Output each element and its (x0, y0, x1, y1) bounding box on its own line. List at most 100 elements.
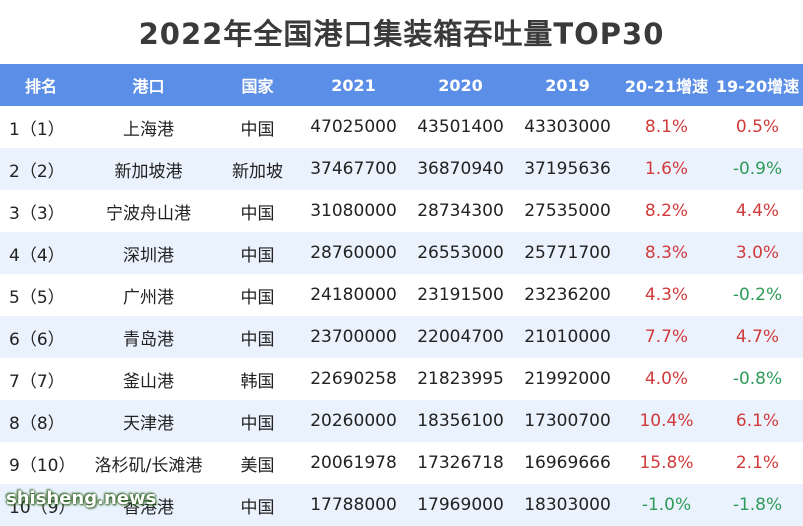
throughput-2019-cell: 43303000 (514, 106, 621, 148)
growth-19-20-cell: 6.1% (712, 400, 803, 442)
table-row: 4（4） 深圳港 中国 28760000 26553000 25771700 8.3% 3.0… (0, 232, 803, 274)
growth-20-21-cell: 8.3% (621, 232, 712, 274)
country-cell: 中国 (215, 106, 300, 148)
table-row: 2（2） 新加坡港 新加坡 37467700 36870940 37195636 1.6% -… (0, 148, 803, 190)
rank-cell: 5（5） (0, 274, 82, 316)
rank-cell: 7（7） (0, 358, 82, 400)
country-cell: 中国 (215, 316, 300, 358)
throughput-2020-cell: 23191500 (407, 274, 514, 316)
table-row: 8（8） 天津港 中国 20260000 18356100 17300700 10.4% 6.… (0, 400, 803, 442)
throughput-2019-cell: 21992000 (514, 358, 621, 400)
throughput-2019-cell: 17300700 (514, 400, 621, 442)
throughput-2021-cell: 20061978 (300, 442, 407, 484)
throughput-2020-cell: 18356100 (407, 400, 514, 442)
throughput-2019-cell: 27535000 (514, 190, 621, 232)
growth-20-21-cell: 10.4% (621, 400, 712, 442)
table-row: 6（6） 青岛港 中国 23700000 22004700 21010000 7.7% 4.7… (0, 316, 803, 358)
rank-cell: 9（10） (0, 442, 82, 484)
throughput-2021-cell: 23700000 (300, 316, 407, 358)
table-row: 1（1） 上海港 中国 47025000 43501400 43303000 8.1% 0.5… (0, 106, 803, 148)
growth-20-21-cell: 8.1% (621, 106, 712, 148)
rank-cell: 3（3） (0, 190, 82, 232)
column-header-2019: 2019 (514, 64, 621, 106)
throughput-2019-cell: 25771700 (514, 232, 621, 274)
column-header-growth-19-20: 19-20增速 (712, 64, 803, 106)
throughput-2021-cell: 47025000 (300, 106, 407, 148)
growth-19-20-cell: -0.2% (712, 274, 803, 316)
throughput-2020-cell: 43501400 (407, 106, 514, 148)
growth-20-21-cell: 15.8% (621, 442, 712, 484)
country-cell: 中国 (215, 232, 300, 274)
growth-20-21-cell: 7.7% (621, 316, 712, 358)
growth-20-21-cell: 4.0% (621, 358, 712, 400)
growth-19-20-cell: 2.1% (712, 442, 803, 484)
country-cell: 中国 (215, 190, 300, 232)
port-cell: 香港港 (82, 484, 215, 526)
port-cell: 上海港 (82, 106, 215, 148)
throughput-2019-cell: 23236200 (514, 274, 621, 316)
port-cell: 天津港 (82, 400, 215, 442)
column-header-country: 国家 (215, 64, 300, 106)
rank-cell: 10（9） (0, 484, 82, 526)
throughput-2021-cell: 24180000 (300, 274, 407, 316)
country-cell: 新加坡 (215, 148, 300, 190)
throughput-2021-cell: 20260000 (300, 400, 407, 442)
throughput-2021-cell: 28760000 (300, 232, 407, 274)
growth-20-21-cell: 1.6% (621, 148, 712, 190)
column-header-2021: 2021 (300, 64, 407, 106)
growth-19-20-cell: 4.7% (712, 316, 803, 358)
column-header-2020: 2020 (407, 64, 514, 106)
table-row: 5（5） 广州港 中国 24180000 23191500 23236200 4.3% -0.… (0, 274, 803, 316)
rank-cell: 2（2） (0, 148, 82, 190)
throughput-2019-cell: 21010000 (514, 316, 621, 358)
rank-cell: 4（4） (0, 232, 82, 274)
country-cell: 美国 (215, 442, 300, 484)
port-cell: 青岛港 (82, 316, 215, 358)
throughput-2020-cell: 36870940 (407, 148, 514, 190)
growth-19-20-cell: 4.4% (712, 190, 803, 232)
growth-20-21-cell: 4.3% (621, 274, 712, 316)
port-cell: 广州港 (82, 274, 215, 316)
throughput-2021-cell: 31080000 (300, 190, 407, 232)
rank-cell: 6（6） (0, 316, 82, 358)
table-header-row: 排名 港口 国家 2021 2020 2019 20-21增速 19-20增速 (0, 64, 803, 106)
growth-20-21-cell: 8.2% (621, 190, 712, 232)
throughput-2021-cell: 37467700 (300, 148, 407, 190)
throughput-2020-cell: 17326718 (407, 442, 514, 484)
table-row: 10（9） 香港港 中国 17788000 17969000 18303000 -1.0% -… (0, 484, 803, 526)
growth-19-20-cell: -0.8% (712, 358, 803, 400)
growth-19-20-cell: 0.5% (712, 106, 803, 148)
throughput-2019-cell: 18303000 (514, 484, 621, 526)
throughput-2021-cell: 17788000 (300, 484, 407, 526)
throughput-2020-cell: 21823995 (407, 358, 514, 400)
country-cell: 中国 (215, 484, 300, 526)
column-header-rank: 排名 (0, 64, 82, 106)
port-cell: 新加坡港 (82, 148, 215, 190)
country-cell: 韩国 (215, 358, 300, 400)
port-cell: 宁波舟山港 (82, 190, 215, 232)
growth-19-20-cell: -1.8% (712, 484, 803, 526)
column-header-growth-20-21: 20-21增速 (621, 64, 712, 106)
port-cell: 深圳港 (82, 232, 215, 274)
port-throughput-table: 排名 港口 国家 2021 2020 2019 20-21增速 19-20增速 … (0, 64, 803, 526)
rank-cell: 1（1） (0, 106, 82, 148)
growth-20-21-cell: -1.0% (621, 484, 712, 526)
table-row: 9（10） 洛杉矶/长滩港 美国 20061978 17326718 16969666 15… (0, 442, 803, 484)
rank-cell: 8（8） (0, 400, 82, 442)
table-row: 7（7） 釜山港 韩国 22690258 21823995 21992000 4.0% -0.… (0, 358, 803, 400)
growth-19-20-cell: 3.0% (712, 232, 803, 274)
growth-19-20-cell: -0.9% (712, 148, 803, 190)
column-header-port: 港口 (82, 64, 215, 106)
port-cell: 釜山港 (82, 358, 215, 400)
page-title: 2022年全国港口集装箱吞吐量TOP30 (138, 17, 665, 51)
port-cell: 洛杉矶/长滩港 (82, 442, 215, 484)
throughput-2020-cell: 28734300 (407, 190, 514, 232)
throughput-2019-cell: 37195636 (514, 148, 621, 190)
country-cell: 中国 (215, 400, 300, 442)
throughput-2020-cell: 26553000 (407, 232, 514, 274)
country-cell: 中国 (215, 274, 300, 316)
throughput-2021-cell: 22690258 (300, 358, 407, 400)
throughput-2019-cell: 16969666 (514, 442, 621, 484)
table-row: 3（3） 宁波舟山港 中国 31080000 28734300 27535000 8.2% 4… (0, 190, 803, 232)
throughput-2020-cell: 22004700 (407, 316, 514, 358)
